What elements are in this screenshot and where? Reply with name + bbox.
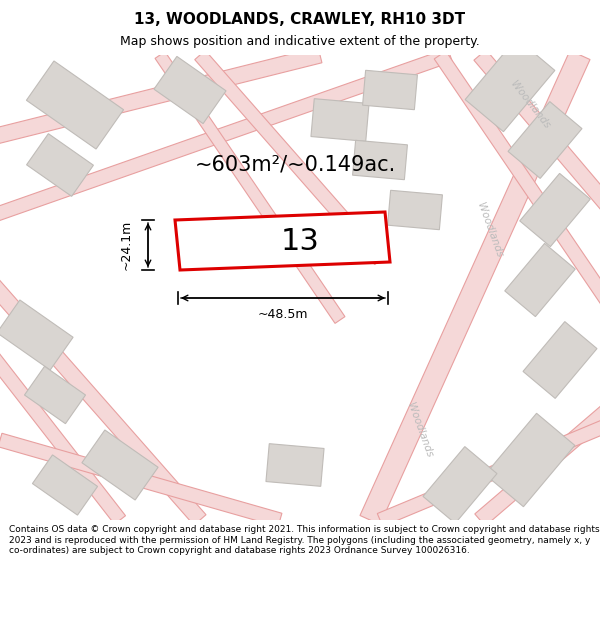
Polygon shape — [25, 366, 86, 424]
Text: Woodlands: Woodlands — [508, 79, 551, 131]
Polygon shape — [26, 134, 94, 196]
Polygon shape — [0, 48, 452, 227]
Polygon shape — [474, 50, 600, 225]
Polygon shape — [520, 173, 590, 247]
Polygon shape — [505, 243, 575, 317]
Polygon shape — [465, 38, 555, 132]
Polygon shape — [26, 61, 124, 149]
Text: Woodlands: Woodlands — [475, 201, 505, 259]
Text: ~48.5m: ~48.5m — [258, 308, 308, 321]
Polygon shape — [475, 394, 600, 526]
Polygon shape — [523, 322, 597, 398]
Polygon shape — [377, 414, 600, 526]
Polygon shape — [175, 212, 390, 270]
Text: 13, WOODLANDS, CRAWLEY, RH10 3DT: 13, WOODLANDS, CRAWLEY, RH10 3DT — [134, 12, 466, 27]
Polygon shape — [362, 70, 418, 110]
Polygon shape — [0, 433, 282, 527]
Text: Contains OS data © Crown copyright and database right 2021. This information is : Contains OS data © Crown copyright and d… — [9, 525, 599, 555]
Polygon shape — [266, 444, 324, 486]
Polygon shape — [82, 430, 158, 500]
Polygon shape — [154, 56, 226, 124]
Polygon shape — [388, 190, 442, 230]
Polygon shape — [360, 51, 590, 524]
Polygon shape — [0, 48, 322, 148]
Polygon shape — [0, 336, 125, 524]
Polygon shape — [485, 413, 575, 507]
Polygon shape — [0, 300, 73, 370]
Polygon shape — [423, 447, 497, 523]
Polygon shape — [32, 455, 98, 515]
Polygon shape — [508, 102, 582, 178]
Polygon shape — [311, 99, 369, 141]
Text: ~603m²/~0.149ac.: ~603m²/~0.149ac. — [194, 155, 395, 175]
Text: ~24.1m: ~24.1m — [119, 220, 133, 270]
Text: Woodlands: Woodlands — [406, 401, 434, 459]
Text: Map shows position and indicative extent of the property.: Map shows position and indicative extent… — [120, 35, 480, 48]
Text: 13: 13 — [281, 226, 319, 256]
Polygon shape — [353, 140, 407, 180]
Polygon shape — [0, 265, 206, 525]
Polygon shape — [195, 51, 385, 264]
Polygon shape — [155, 52, 345, 323]
Polygon shape — [434, 51, 600, 324]
